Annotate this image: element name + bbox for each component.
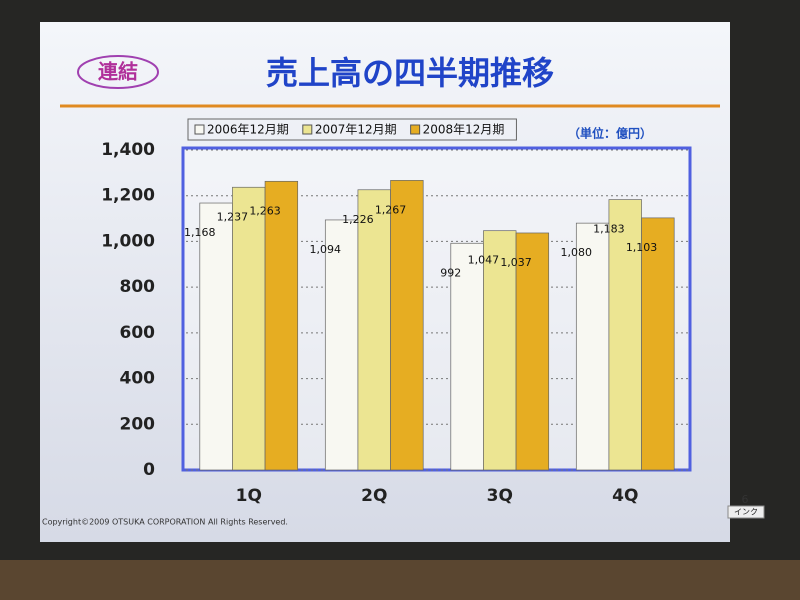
bar <box>515 232 550 471</box>
badge: 連結 <box>98 60 138 84</box>
value-label: 1,267 <box>375 203 407 216</box>
bar <box>264 180 299 471</box>
bar <box>641 217 675 471</box>
value-label: 1,237 <box>217 210 249 223</box>
y-tick-label: 1,200 <box>101 186 155 206</box>
y-tick-label: 1,400 <box>101 140 155 160</box>
bar <box>357 189 391 471</box>
legend-label: 2007年12月期 <box>315 123 397 137</box>
value-label: 1,037 <box>500 256 532 269</box>
y-tick-label: 200 <box>120 414 156 434</box>
x-tick-label: 3Q <box>487 486 513 506</box>
bar <box>199 202 233 471</box>
bar <box>450 242 484 471</box>
bar <box>324 219 359 471</box>
legend-swatch <box>410 124 421 135</box>
value-label: 1,183 <box>593 223 625 236</box>
y-tick-label: 400 <box>120 369 156 389</box>
value-label: 1,168 <box>184 226 216 239</box>
value-label: 1,226 <box>342 213 374 226</box>
y-tick-label: 0 <box>143 460 155 480</box>
x-tick-label: 4Q <box>612 486 638 506</box>
tag-box <box>727 505 765 519</box>
value-label: 992 <box>440 266 461 279</box>
value-label: 1,094 <box>310 243 342 256</box>
legend-label: 2008年12月期 <box>423 123 505 137</box>
bar <box>608 199 642 471</box>
y-tick-label: 1,000 <box>101 231 155 251</box>
bar <box>483 230 517 471</box>
y-tick-label: 800 <box>120 277 156 297</box>
legend-swatch <box>302 124 313 135</box>
page-number: 6 <box>742 493 749 506</box>
value-label: 1,263 <box>249 204 281 217</box>
value-label: 1,080 <box>561 246 593 259</box>
x-tick-label: 2Q <box>361 486 387 506</box>
floor <box>0 560 800 600</box>
unit-label: （単位：億円） <box>568 126 652 141</box>
footer: Copyright©2009 OTSUKA CORPORATION All Ri… <box>42 518 288 527</box>
legend-swatch <box>194 124 205 135</box>
tag: インク <box>734 508 758 517</box>
badge-outline <box>77 55 159 89</box>
y-tick-label: 600 <box>120 323 156 343</box>
chart-title: 売上高の四半期推移 <box>266 54 554 92</box>
legend-frame <box>187 118 517 141</box>
bar <box>390 180 424 471</box>
value-label: 1,103 <box>626 241 658 254</box>
x-tick-label: 1Q <box>236 486 262 506</box>
legend-label: 2006年12月期 <box>207 123 289 137</box>
value-label: 1,047 <box>468 254 500 267</box>
bar <box>575 222 610 471</box>
bar <box>232 186 266 471</box>
